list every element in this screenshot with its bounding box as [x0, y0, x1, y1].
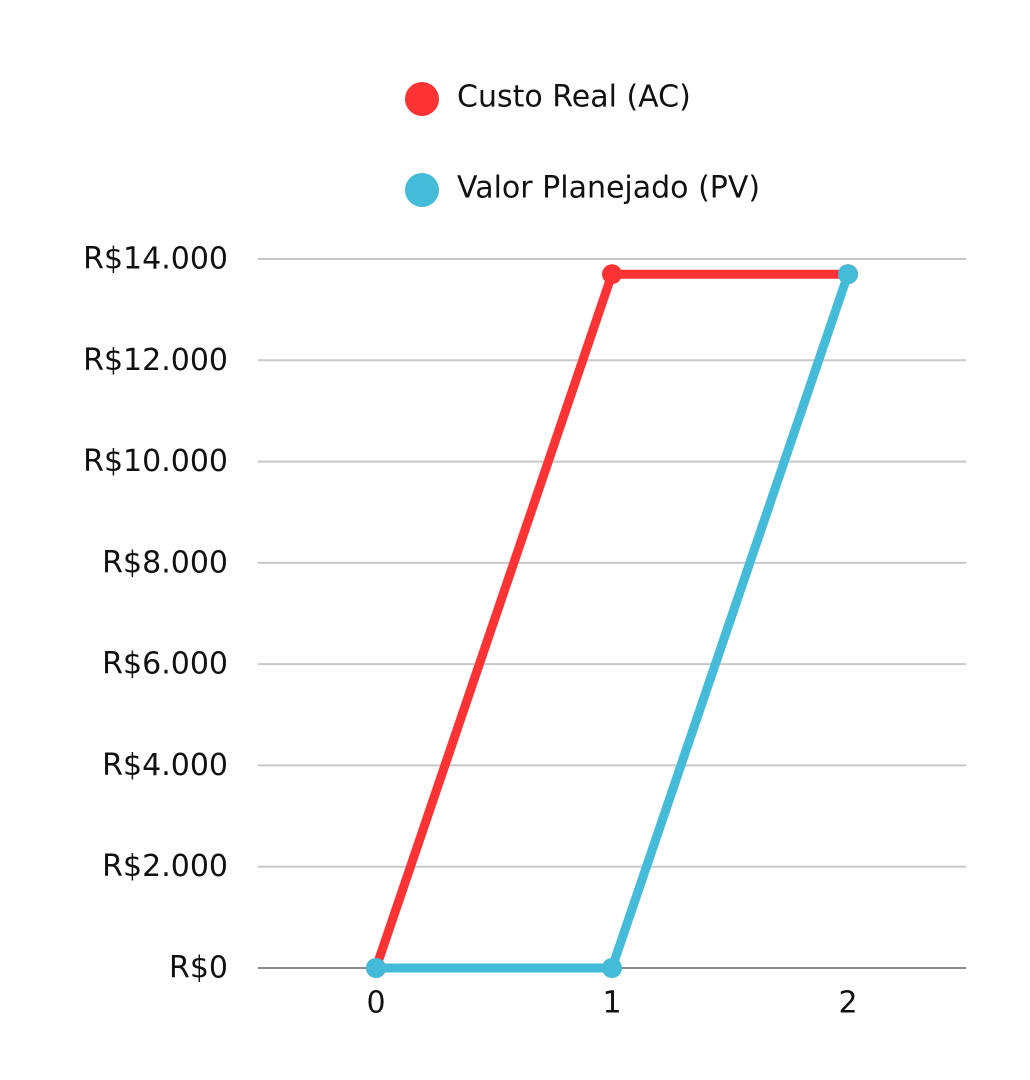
y-tick-label: R$10.000 [83, 444, 228, 479]
data-point [366, 958, 386, 978]
series-0 [366, 264, 858, 978]
legend-item: Custo Real (AC) [405, 80, 691, 116]
y-tick-label: R$14.000 [83, 242, 228, 277]
grid [258, 258, 966, 969]
x-axis-ticks: 0 1 2 [366, 986, 857, 1021]
legend-marker [405, 173, 439, 207]
series-1 [366, 264, 858, 978]
x-tick-label: 2 [838, 986, 857, 1021]
legend-label: Custo Real (AC) [457, 80, 691, 115]
y-tick-label: R$4.000 [102, 748, 228, 783]
y-tick-label: R$0 [169, 951, 228, 986]
y-tick-label: R$2.000 [102, 849, 228, 884]
series-line [371, 269, 853, 973]
legend-item: Valor Planejado (PV) [405, 171, 760, 207]
data-point [602, 958, 622, 978]
legend: Custo Real (AC) Valor Planejado (PV) [405, 80, 760, 207]
legend-label: Valor Planejado (PV) [457, 171, 760, 206]
y-tick-label: R$12.000 [83, 343, 228, 378]
series-layer [366, 264, 858, 978]
legend-marker [405, 82, 439, 116]
data-point [602, 264, 622, 285]
y-axis-ticks: R$0 R$2.000 R$4.000 R$6.000 R$8.000 R$10.000 R… [83, 242, 228, 986]
y-tick-label: R$6.000 [102, 647, 228, 682]
series-line [371, 269, 853, 973]
y-tick-label: R$8.000 [102, 545, 228, 580]
x-tick-label: 0 [366, 986, 385, 1021]
data-point [838, 264, 858, 285]
x-tick-label: 1 [602, 986, 621, 1021]
